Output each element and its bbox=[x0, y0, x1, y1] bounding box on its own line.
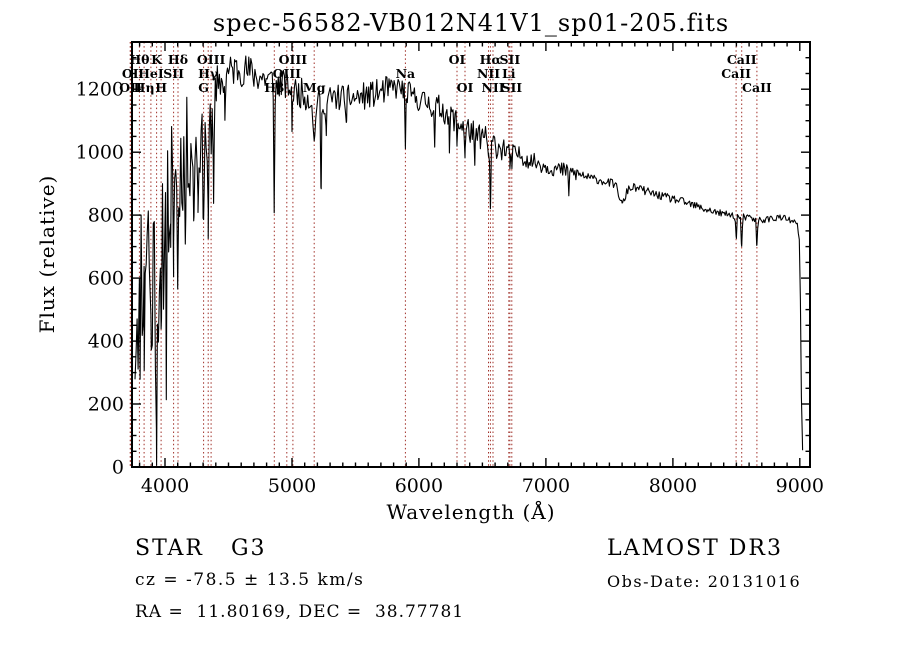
x-tick-label: 8000 bbox=[649, 475, 697, 497]
spectral-line-label: SII bbox=[500, 52, 521, 67]
y-tick-label: 200 bbox=[88, 394, 124, 416]
star-class-text: STAR G3 bbox=[135, 536, 267, 561]
spectral-line-label: OIII bbox=[279, 52, 308, 67]
spectral-line-label: CaII bbox=[727, 52, 757, 67]
x-tick-label: 4000 bbox=[141, 475, 189, 497]
spectral-line-label: NII bbox=[481, 80, 504, 95]
spectral-line-label: Hα bbox=[480, 52, 502, 67]
y-tick-label: 400 bbox=[88, 331, 124, 353]
spectral-line-label: NII bbox=[477, 66, 500, 81]
spectral-line-label: H bbox=[155, 80, 167, 95]
x-tick-label: 6000 bbox=[395, 475, 443, 497]
spectral-line-label: SII bbox=[501, 80, 522, 95]
spectral-line-label: OI bbox=[457, 80, 474, 95]
obs-date-text: Obs-Date: 20131016 bbox=[607, 572, 802, 591]
y-tick-label: 800 bbox=[88, 205, 124, 227]
spectral-line-label: HeI bbox=[138, 66, 164, 81]
spectral-line-label: Hγ bbox=[198, 66, 219, 81]
plot-frame bbox=[131, 41, 811, 468]
spectral-line-label: CaII bbox=[721, 66, 751, 81]
spectral-line-label: K bbox=[151, 52, 163, 67]
spectral-line-label: OI bbox=[449, 52, 466, 67]
spectral-line-label: OIII bbox=[197, 52, 226, 67]
x-axis-label: Wavelength (Å) bbox=[386, 500, 556, 524]
y-tick-label: 1200 bbox=[76, 79, 124, 101]
spectral-line-label: Li bbox=[502, 66, 516, 81]
y-tick-label: 600 bbox=[88, 268, 124, 290]
spectral-line-label: OII bbox=[119, 80, 142, 95]
survey-text: LAMOST DR3 bbox=[607, 536, 783, 561]
y-axis-label: Flux (relative) bbox=[35, 174, 59, 334]
spectral-line-label: OI bbox=[122, 66, 139, 81]
x-tick-label: 7000 bbox=[522, 475, 570, 497]
x-tick-label: 5000 bbox=[268, 475, 316, 497]
plot-title: spec-56582-VB012N41V1_sp01-205.fits bbox=[212, 9, 730, 37]
cz-text: cz = -78.5 ± 13.5 km/s bbox=[135, 570, 365, 590]
spectral-line-label: CaII bbox=[742, 80, 772, 95]
spectral-line-label: Hδ bbox=[168, 52, 188, 67]
spectral-line-label: G bbox=[198, 80, 209, 95]
spectral-line-label: OIII bbox=[273, 66, 302, 81]
x-tick-label: 9000 bbox=[776, 475, 824, 497]
y-tick-label: 1000 bbox=[76, 142, 124, 164]
spectral-line-label: SII bbox=[163, 66, 184, 81]
spectral-line-label: Hθ bbox=[129, 52, 149, 67]
spectral-line-label: Hη bbox=[134, 80, 155, 95]
spectral-line-label: Mg bbox=[303, 80, 326, 95]
ra-dec-text: RA = 11.80169, DEC = 38.77781 bbox=[135, 602, 465, 622]
spectral-line-label: Na bbox=[396, 66, 416, 81]
spectrum-trace bbox=[134, 55, 804, 466]
y-tick-label: 0 bbox=[112, 457, 124, 479]
spectral-line-label: Hβ bbox=[264, 80, 284, 95]
